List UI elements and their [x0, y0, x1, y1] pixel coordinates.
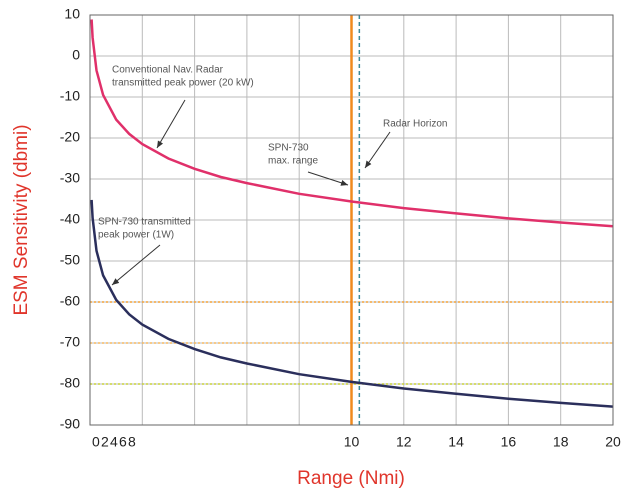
annotation: SPN-730 transmitted: [98, 217, 191, 228]
x-tick-label: 0: [92, 434, 100, 450]
y-tick-label: -10: [60, 88, 80, 104]
x-tick-label: 4: [110, 434, 118, 450]
y-tick-label: -80: [60, 375, 80, 391]
annotation: Conventional Nav. Radar: [112, 65, 224, 76]
x-tick-label: 20: [605, 434, 621, 450]
annotation: transmitted peak power (20 kW): [112, 78, 254, 89]
x-axis-label: Range (Nmi): [297, 468, 405, 489]
plot-frame: [89, 14, 614, 426]
annotation: max. range: [268, 156, 318, 167]
annotation: Radar Horizon: [383, 119, 447, 130]
annotation: SPN-730: [268, 143, 309, 154]
y-tick-label: 0: [72, 47, 80, 63]
y-tick-label: -60: [60, 293, 80, 309]
y-tick-label: -30: [60, 170, 80, 186]
y-tick-label: 10: [64, 6, 80, 22]
y-axis-label: ESM Sensitivity (dbmi): [11, 124, 32, 315]
y-tick-label: -40: [60, 211, 80, 227]
arrow: [364, 131, 391, 169]
x-tick-label: 2: [101, 434, 109, 450]
y-tick-label: -50: [60, 252, 80, 268]
x-tick-label: 14: [448, 434, 464, 450]
arrow: [156, 99, 186, 149]
arrow: [111, 244, 161, 286]
series-line: [90, 199, 614, 408]
x-tick-label: 10: [344, 434, 360, 450]
x-tick-label: 8: [128, 434, 136, 450]
annotation: peak power (1W): [98, 230, 174, 241]
y-tick-label: -20: [60, 129, 80, 145]
y-tick-label: -70: [60, 334, 80, 350]
arrow: [307, 171, 349, 186]
y-tick-label: -90: [60, 416, 80, 432]
x-tick-label: 18: [553, 434, 569, 450]
x-tick-label: 16: [501, 434, 517, 450]
x-tick-label: 12: [396, 434, 412, 450]
x-tick-label: 6: [119, 434, 127, 450]
series-line: [90, 19, 614, 228]
